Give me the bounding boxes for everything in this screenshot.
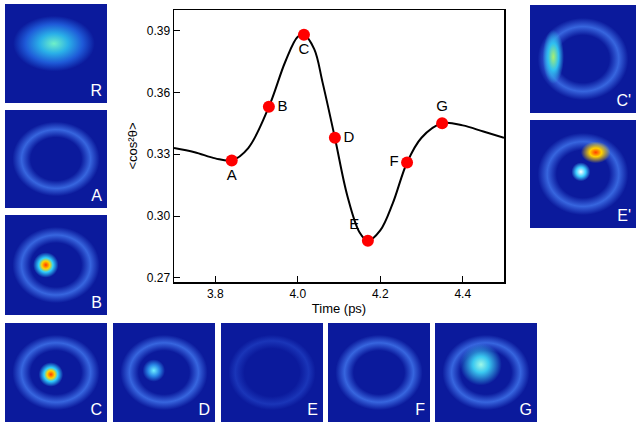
svg-text:B: B [277,97,287,114]
svg-text:C: C [299,40,310,57]
html-text:F: F [415,401,425,418]
svg-text:4.2: 4.2 [372,287,389,301]
svg-text:4.0: 4.0 [289,287,306,301]
svg-text:G: G [436,97,448,114]
html-text:G: G [519,401,532,418]
svg-text:0.36: 0.36 [147,86,171,100]
svg-text:3.8: 3.8 [207,287,224,301]
html-text:A: A [91,187,102,204]
svg-text:D: D [343,128,354,145]
svg-text:0.33: 0.33 [147,147,171,161]
svg-text:0.27: 0.27 [147,271,171,285]
html-text:C': C' [616,92,631,109]
svg-text:Time (ps): Time (ps) [312,301,366,316]
svg-text:E: E [349,215,359,232]
html-text:R: R [90,82,102,99]
html-text:C: C [90,401,102,418]
html-text:E': E' [617,207,631,224]
svg-text:A: A [227,166,237,183]
svg-text:0.30: 0.30 [147,209,171,223]
html-text:D: D [198,401,210,418]
svg-text:F: F [389,152,398,169]
svg-text:<cos²θ>: <cos²θ> [125,123,140,170]
html-text:E: E [307,401,318,418]
svg-text:0.39: 0.39 [147,24,171,38]
html-text:B: B [91,294,102,311]
svg-text:4.4: 4.4 [454,287,471,301]
